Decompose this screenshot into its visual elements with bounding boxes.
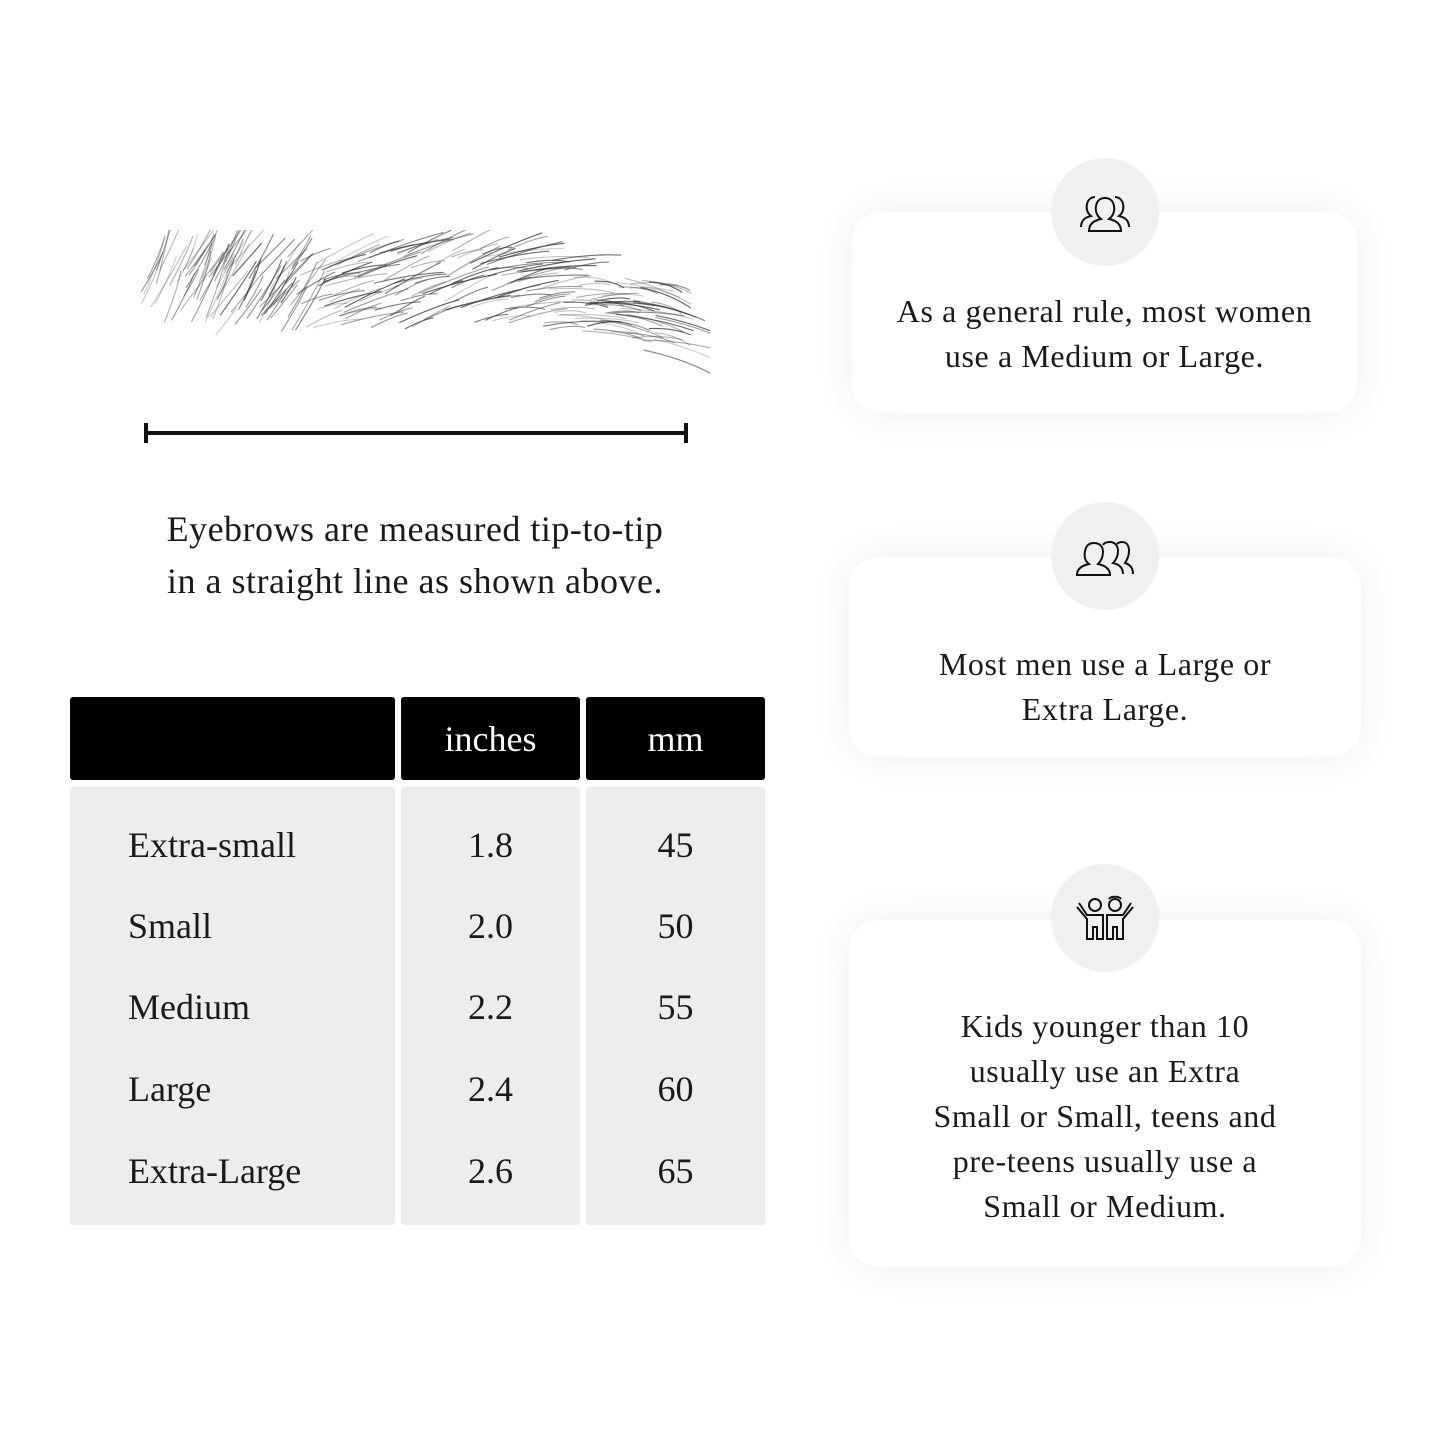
table-header-mm: mm: [586, 697, 765, 780]
card-text: Most men use a Large or Extra Large.: [939, 642, 1271, 732]
card-text-line: usually use an Extra: [969, 1053, 1241, 1089]
eyebrow-illustration: [140, 230, 710, 374]
table-cell-size: Extra-Large: [128, 1151, 302, 1191]
mm-column: [586, 787, 765, 1225]
table-header-size: [70, 697, 395, 780]
table-cell-mm: 60: [657, 1069, 694, 1109]
measurement-caption: Eyebrows are measured tip-to-tip in a st…: [100, 503, 730, 607]
card-text: Kids younger than 10 usually use an Extra…: [934, 1004, 1277, 1229]
size-column: [70, 787, 395, 1225]
card-text-line: Most men use a Large or: [938, 646, 1272, 682]
table-cell-inches: 1.8: [468, 825, 513, 865]
table-cell-mm: 50: [657, 906, 694, 946]
table-header-inches: inches: [401, 697, 580, 780]
card-text-line: Extra Large.: [1021, 691, 1189, 727]
table-cell-inches: 2.2: [468, 987, 513, 1027]
table-cell-inches: 2.6: [468, 1151, 513, 1191]
women-group-icon: [1080, 196, 1130, 232]
table-cell-size: Medium: [128, 987, 250, 1027]
table-cell-size: Extra-small: [128, 825, 296, 865]
icon-badge: [1051, 864, 1159, 972]
table-cell-mm: 65: [657, 1151, 694, 1191]
icon-badge: [1051, 158, 1159, 266]
icon-badge: [1051, 502, 1159, 610]
table-cell-inches: 2.4: [468, 1069, 513, 1109]
table-cell-size: Small: [128, 906, 213, 946]
caption-line: in a straight line as shown above.: [167, 561, 663, 601]
card-text-line: Small or Medium.: [983, 1188, 1227, 1224]
caption-line: Eyebrows are measured tip-to-tip: [166, 509, 664, 549]
card-text: As a general rule, most women use a Mediu…: [897, 289, 1313, 379]
table-cell-size: Large: [128, 1069, 212, 1109]
card-text-line: Small or Small, teens and: [933, 1098, 1277, 1134]
card-text-line: Kids younger than 10: [960, 1008, 1250, 1044]
card-text-line: use a Medium or Large.: [944, 337, 1265, 374]
inches-column: [401, 787, 580, 1225]
table-cell-mm: 45: [657, 825, 694, 865]
measurement-line: [144, 423, 688, 443]
men-group-icon: [1075, 540, 1134, 576]
info-card: Kids younger than 10 usually use an Extra…: [849, 920, 1361, 1267]
card-text-line: As a general rule, most women: [896, 292, 1313, 329]
card-text-line: pre-teens usually use a: [952, 1143, 1258, 1179]
kids-icon: [1076, 895, 1134, 940]
table-cell-mm: 55: [657, 987, 694, 1027]
table-cell-inches: 2.0: [468, 906, 513, 946]
